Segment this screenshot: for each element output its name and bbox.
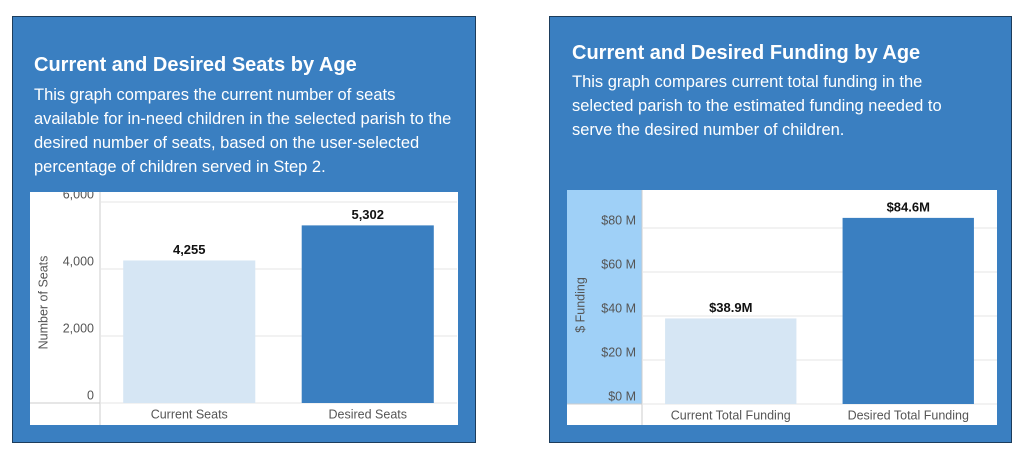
axis-background	[567, 190, 642, 404]
y-tick-label: $60 M	[601, 257, 636, 271]
bar	[842, 217, 974, 404]
x-tick-label: Current Seats	[151, 407, 228, 421]
y-axis-label: Number of Seats	[36, 256, 50, 350]
y-tick-label: 0	[87, 388, 94, 402]
bar	[665, 318, 797, 404]
x-tick-label: Desired Seats	[328, 407, 407, 421]
y-tick-label: 2,000	[63, 321, 94, 335]
y-tick-label: $0 M	[608, 389, 636, 403]
chart: 0 2,000 4,000 6,000 Number of Seats Current S…	[30, 192, 458, 425]
bar	[123, 260, 256, 403]
y-tick-label: 6,000	[63, 192, 94, 201]
chart-title: Current and Desired Seats by Age	[34, 54, 357, 76]
chart: $0 M $20 M $40 M $60 M $80 M $ Funding Current…	[567, 190, 997, 425]
x-tick-label: Current Total Funding	[671, 408, 791, 422]
chart-subtitle: This graph compares the current number o…	[34, 86, 452, 176]
y-tick-label: $80 M	[601, 213, 636, 227]
value-label: $84.6M	[887, 199, 930, 214]
y-tick-label: $40 M	[601, 301, 636, 315]
x-tick-label: Desired Total Funding	[848, 408, 969, 422]
chart-subtitle: This graph compares current total fundin…	[572, 73, 942, 139]
y-axis-label: $ Funding	[573, 277, 587, 333]
y-tick-label: $20 M	[601, 345, 636, 359]
chart-title: Current and Desired Funding by Age	[572, 42, 921, 64]
value-label: $38.9M	[709, 300, 752, 315]
y-tick-label: 4,000	[63, 254, 94, 268]
bar	[301, 225, 434, 403]
value-label: 4,255	[173, 242, 206, 257]
value-label: 5,302	[351, 207, 384, 222]
